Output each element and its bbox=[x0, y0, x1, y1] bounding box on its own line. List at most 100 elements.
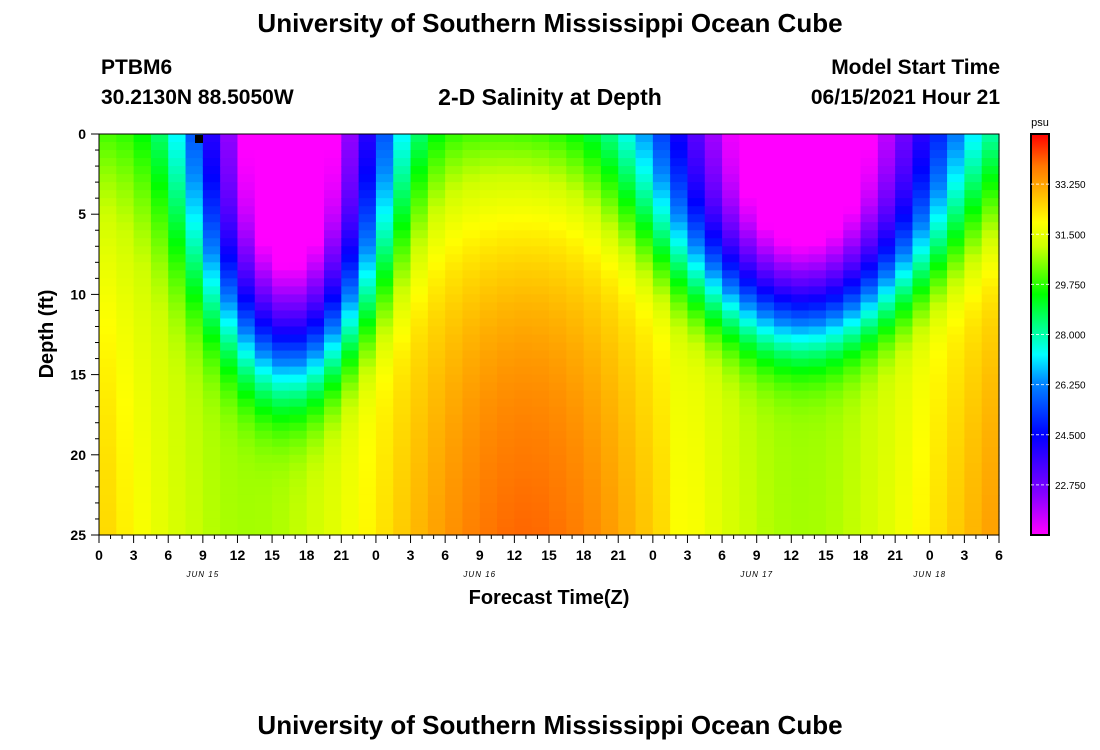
heatmap-cell bbox=[168, 462, 187, 472]
heatmap-cell bbox=[670, 390, 689, 400]
heatmap-cell bbox=[843, 302, 862, 312]
heatmap-cell bbox=[600, 334, 619, 344]
heatmap-cell bbox=[254, 390, 273, 400]
heatmap-cell bbox=[479, 150, 498, 159]
heatmap-cell bbox=[220, 198, 239, 207]
heatmap-cell bbox=[324, 438, 342, 448]
heatmap-cell bbox=[756, 158, 775, 167]
heatmap-cell bbox=[289, 318, 308, 328]
heatmap-cell bbox=[133, 310, 152, 320]
heatmap-cell bbox=[358, 382, 377, 392]
heatmap-cell bbox=[445, 166, 464, 175]
heatmap-cell bbox=[427, 390, 446, 400]
heatmap-cell bbox=[670, 526, 689, 536]
heatmap-cell bbox=[947, 494, 965, 504]
heatmap-cell bbox=[566, 254, 585, 263]
heatmap-cell bbox=[479, 270, 498, 279]
heatmap-cell bbox=[618, 166, 637, 175]
heatmap-cell bbox=[99, 246, 117, 255]
heatmap-cell bbox=[116, 462, 135, 472]
heatmap-cell bbox=[168, 142, 187, 151]
heatmap-cell bbox=[133, 134, 152, 143]
heatmap-cell bbox=[929, 486, 948, 496]
heatmap-cell bbox=[549, 134, 567, 143]
heatmap-cell bbox=[860, 390, 879, 400]
heatmap-cell bbox=[324, 254, 342, 263]
heatmap-cell bbox=[912, 334, 931, 344]
heatmap-cell bbox=[462, 430, 481, 440]
heatmap-cell bbox=[479, 406, 498, 416]
heatmap-cell bbox=[583, 526, 602, 536]
heatmap-cell bbox=[704, 182, 723, 191]
heatmap-cell bbox=[635, 158, 654, 167]
heatmap-cell bbox=[99, 206, 117, 215]
heatmap-cell bbox=[860, 358, 879, 368]
heatmap-cell bbox=[341, 294, 360, 304]
heatmap-cell bbox=[825, 270, 844, 279]
heatmap-cell bbox=[99, 494, 117, 504]
heatmap-cell bbox=[497, 174, 515, 183]
heatmap-cell bbox=[549, 278, 567, 287]
heatmap-cell bbox=[618, 326, 637, 336]
heatmap-cell bbox=[410, 166, 429, 175]
heatmap-cell bbox=[774, 462, 792, 472]
heatmap-cell bbox=[635, 470, 654, 480]
heatmap-cell bbox=[479, 246, 498, 255]
heatmap-cell bbox=[843, 486, 862, 496]
x-tick-label: 15 bbox=[818, 547, 834, 563]
heatmap-cell bbox=[254, 278, 273, 287]
heatmap-cell bbox=[133, 350, 152, 360]
heatmap-cell bbox=[566, 302, 585, 312]
heatmap-cell bbox=[254, 438, 273, 448]
heatmap-cell bbox=[531, 502, 550, 512]
heatmap-cell bbox=[341, 390, 360, 400]
heatmap-cell bbox=[912, 174, 931, 183]
heatmap-cell bbox=[427, 270, 446, 279]
heatmap-cell bbox=[756, 414, 775, 424]
heatmap-cell bbox=[825, 398, 844, 408]
heatmap-cell bbox=[99, 326, 117, 336]
heatmap-cell bbox=[237, 350, 256, 360]
heatmap-cell bbox=[912, 462, 931, 472]
heatmap-cell bbox=[324, 174, 342, 183]
heatmap-cell bbox=[877, 358, 896, 368]
heatmap-cell bbox=[704, 334, 723, 344]
heatmap-cell bbox=[808, 294, 827, 304]
heatmap-cell bbox=[324, 222, 342, 231]
heatmap-cell bbox=[929, 310, 948, 320]
heatmap-cell bbox=[583, 230, 602, 239]
heatmap-cell bbox=[375, 214, 394, 223]
heatmap-cell bbox=[843, 206, 862, 215]
heatmap-cell bbox=[739, 446, 758, 456]
heatmap-cell bbox=[583, 150, 602, 159]
heatmap-cell bbox=[964, 278, 983, 287]
heatmap-cell bbox=[929, 342, 948, 352]
heatmap-cell bbox=[462, 406, 481, 416]
heatmap-cell bbox=[600, 390, 619, 400]
heatmap-cell bbox=[358, 478, 377, 488]
x-tick-label: 18 bbox=[299, 547, 315, 563]
heatmap-cell bbox=[133, 470, 152, 480]
heatmap-cell bbox=[964, 174, 983, 183]
heatmap-cell bbox=[150, 430, 169, 440]
heatmap-cell bbox=[687, 302, 706, 312]
heatmap-cell bbox=[133, 294, 152, 304]
heatmap-cell bbox=[393, 502, 412, 512]
heatmap-cell bbox=[583, 470, 602, 480]
heatmap-cell bbox=[912, 302, 931, 312]
heatmap-cell bbox=[514, 406, 533, 416]
heatmap-cell bbox=[427, 462, 446, 472]
heatmap-cell bbox=[618, 422, 637, 432]
heatmap-cell bbox=[583, 158, 602, 167]
heatmap-cell bbox=[843, 310, 862, 320]
heatmap-cell bbox=[843, 358, 862, 368]
heatmap-cell bbox=[99, 134, 117, 143]
heatmap-cell bbox=[722, 470, 740, 480]
heatmap-cell bbox=[704, 206, 723, 215]
heatmap-cell bbox=[185, 310, 204, 320]
heatmap-cell bbox=[929, 414, 948, 424]
heatmap-cell bbox=[860, 246, 879, 255]
heatmap-cell bbox=[652, 438, 671, 448]
heatmap-cell bbox=[877, 294, 896, 304]
heatmap-cell bbox=[445, 454, 464, 464]
